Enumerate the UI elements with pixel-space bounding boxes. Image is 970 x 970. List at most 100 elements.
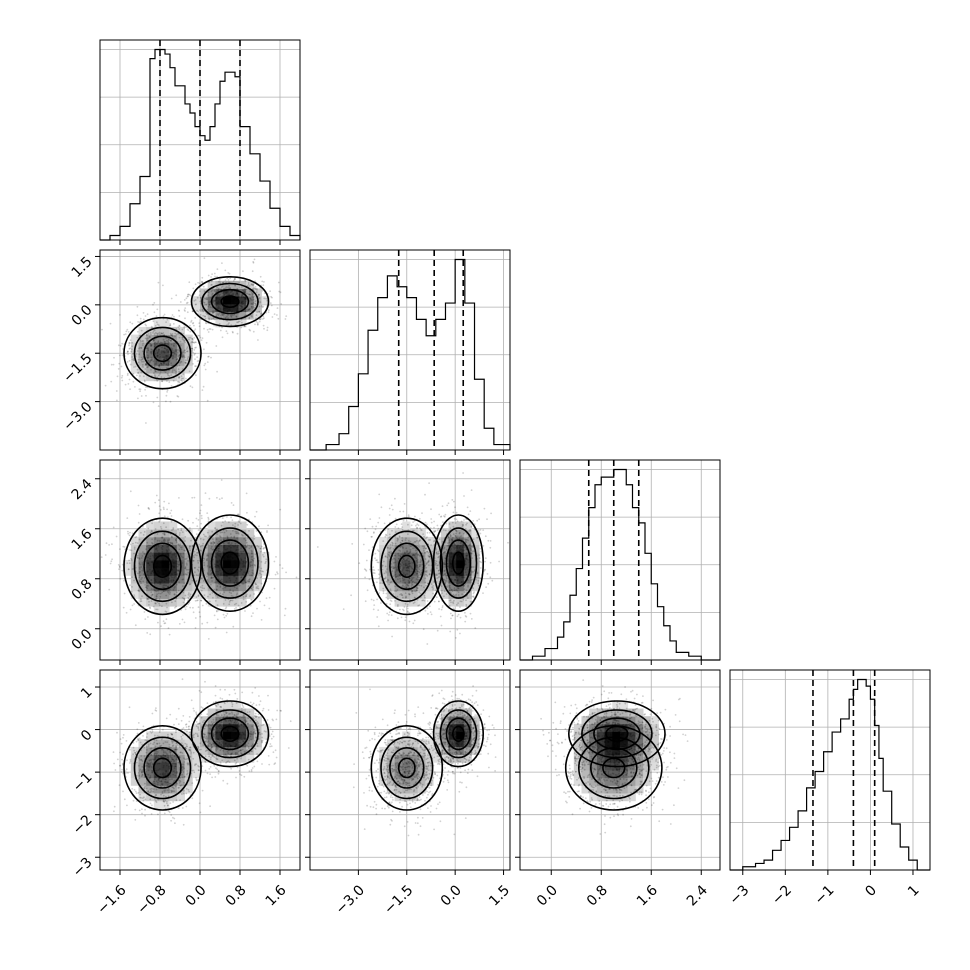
sample-point [168, 502, 170, 505]
sample-point [249, 564, 252, 567]
density-cell [138, 342, 147, 351]
sample-point [217, 307, 219, 310]
sample-point [259, 576, 262, 579]
sample-point [262, 324, 265, 327]
density-cell [161, 544, 170, 553]
density-cell [230, 288, 239, 297]
sample-point [456, 547, 459, 550]
sample-point [440, 624, 443, 627]
sample-point [140, 346, 143, 349]
sample-point [441, 592, 444, 594]
sample-point [470, 489, 473, 491]
sample-point [224, 560, 227, 563]
sample-point [192, 287, 195, 290]
sample-point [191, 347, 194, 350]
sample-point [172, 344, 175, 347]
sample-point [242, 290, 245, 292]
sample-point [203, 564, 206, 567]
sample-point [121, 768, 123, 771]
density-cell [184, 350, 193, 359]
sample-point [206, 553, 209, 556]
sample-point [205, 341, 208, 344]
sample-point [195, 533, 198, 535]
sample-point [172, 579, 175, 582]
sample-point [179, 554, 182, 557]
sample-point [151, 554, 154, 557]
sample-point [394, 573, 397, 575]
sample-point [465, 541, 468, 543]
sample-point [159, 355, 162, 358]
sample-point [191, 340, 194, 343]
sample-point [131, 348, 133, 351]
sample-point [179, 546, 182, 549]
sample-point [215, 296, 218, 299]
sample-point [433, 520, 435, 523]
sample-point [120, 365, 123, 368]
sample-point [201, 584, 204, 587]
sample-point [142, 366, 145, 368]
sample-point [167, 343, 170, 346]
sample-point [448, 605, 451, 607]
sample-point [171, 314, 174, 316]
sample-point [207, 516, 210, 519]
sample-point [424, 493, 426, 496]
sample-point [229, 569, 232, 571]
density-cell [200, 575, 209, 584]
sample-point [152, 372, 155, 374]
sample-point [178, 328, 181, 330]
sample-point [157, 572, 159, 575]
sample-point [251, 294, 254, 296]
sample-point [413, 541, 416, 543]
sample-point [174, 785, 177, 788]
sample-point [424, 609, 427, 612]
sample-point [403, 503, 406, 505]
sample-point [372, 569, 374, 571]
sample-point [213, 290, 216, 293]
sample-point [144, 586, 147, 588]
sample-point [153, 345, 156, 348]
sample-point [182, 585, 184, 587]
sample-point [166, 579, 168, 582]
sample-point [249, 719, 252, 722]
sample-point [204, 492, 207, 494]
density-cell [215, 567, 224, 576]
sample-point [467, 568, 469, 571]
sample-point [164, 357, 167, 360]
density-cell [146, 590, 155, 599]
sample-point [254, 304, 257, 307]
sample-point [177, 570, 179, 572]
sample-point [432, 585, 435, 587]
sample-point [165, 549, 168, 551]
sample-point [449, 612, 452, 615]
sample-point [169, 400, 172, 403]
sample-point [218, 278, 221, 281]
sample-point [454, 579, 457, 582]
histogram-p1 [310, 258, 511, 451]
sample-point [148, 568, 151, 571]
sample-point [142, 534, 145, 536]
sample-point [416, 527, 418, 529]
sample-point [363, 568, 366, 570]
sample-point [216, 313, 219, 315]
sample-point [225, 529, 228, 532]
sample-point [250, 558, 253, 561]
sample-point [192, 521, 194, 524]
sample-point [155, 597, 158, 600]
sample-point [147, 544, 150, 547]
sample-point [403, 551, 406, 554]
density-cell [246, 303, 255, 312]
sample-point [144, 584, 147, 586]
sample-point [284, 318, 287, 320]
sample-point [466, 506, 469, 509]
sample-point [259, 550, 262, 553]
sample-point [251, 293, 254, 295]
density-cell [223, 598, 232, 607]
sample-point [255, 587, 258, 590]
sample-point [228, 571, 231, 574]
sample-point [140, 531, 142, 534]
sample-point [185, 297, 188, 300]
sample-point [402, 547, 404, 549]
sample-point [197, 562, 200, 564]
sample-point [194, 317, 197, 319]
